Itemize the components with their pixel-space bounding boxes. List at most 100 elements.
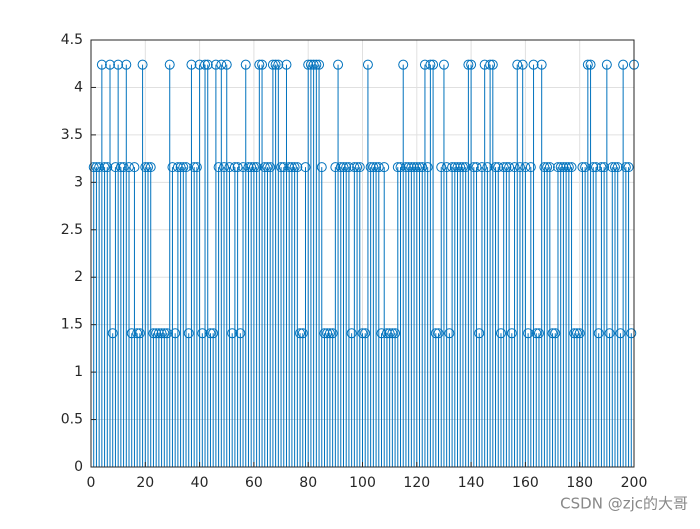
stem-marker (490, 162, 501, 173)
stem-marker (403, 162, 414, 173)
stem-marker (362, 59, 373, 70)
stem-marker (376, 328, 387, 339)
stem-marker (107, 328, 118, 339)
y-tick-label: 4.5 (61, 32, 83, 48)
x-tick-label: 80 (299, 475, 317, 491)
stem-marker (240, 59, 251, 70)
stem-marker (607, 162, 618, 173)
stem-marker (316, 162, 327, 173)
stem-marker (498, 162, 509, 173)
stem-marker (580, 162, 591, 173)
stem-marker (189, 162, 200, 173)
stem-marker (286, 162, 297, 173)
stem-marker (626, 328, 637, 339)
y-tick-label: 1.5 (61, 317, 83, 333)
stem-marker (618, 59, 629, 70)
stem-marker (205, 328, 216, 339)
stem-marker (181, 162, 192, 173)
stem-marker (561, 162, 572, 173)
x-tick-label: 40 (191, 475, 209, 491)
stem-marker (444, 328, 455, 339)
stem-marker (354, 162, 365, 173)
stem-marker (381, 328, 392, 339)
stem-marker (390, 328, 401, 339)
stem-marker (262, 162, 273, 173)
stem-marker (520, 162, 531, 173)
stem-marker (227, 328, 238, 339)
stem-marker (94, 162, 105, 173)
y-tick-label: 4 (74, 79, 83, 95)
stem-marker (202, 59, 213, 70)
stem-marker (170, 328, 181, 339)
stem-marker (479, 59, 490, 70)
stem-marker (392, 162, 403, 173)
stem-marker (558, 162, 569, 173)
x-tick-label: 140 (458, 475, 485, 491)
stem-marker (273, 59, 284, 70)
stem-marker (338, 162, 349, 173)
stem-marker (164, 59, 175, 70)
stem-marker (566, 162, 577, 173)
stem-marker (596, 162, 607, 173)
stem-marker (422, 162, 433, 173)
stem-marker (305, 59, 316, 70)
stem-marker (118, 162, 129, 173)
stem-marker (533, 328, 544, 339)
stem-marker (455, 162, 466, 173)
x-tick-label: 0 (87, 475, 96, 491)
stem-marker (115, 162, 126, 173)
stem-marker (528, 59, 539, 70)
stem-marker (460, 162, 471, 173)
stem-marker (430, 328, 441, 339)
stem-marker (265, 162, 276, 173)
stem-marker (99, 162, 110, 173)
stem-marker (248, 162, 259, 173)
stem-marker (531, 328, 542, 339)
stem-marker (186, 59, 197, 70)
stem-marker (384, 328, 395, 339)
stem-marker (159, 328, 170, 339)
marks (88, 59, 639, 467)
stem-marker (428, 59, 439, 70)
stem-marker (476, 162, 487, 173)
stem-marker (140, 162, 151, 173)
stem-marker (569, 328, 580, 339)
stem-marker (577, 162, 588, 173)
stem-marker (162, 328, 173, 339)
stem-marker (167, 162, 178, 173)
stem-marker (482, 162, 493, 173)
stem-marker (175, 162, 186, 173)
stem-marker (452, 162, 463, 173)
stem-marker (349, 162, 360, 173)
stem-marker (124, 162, 135, 173)
stem-marker (400, 162, 411, 173)
stem-marker (495, 328, 506, 339)
y-tick-label: 0 (74, 459, 83, 475)
stem-marker (371, 162, 382, 173)
stem-marker (322, 328, 333, 339)
y-tick-label: 3 (74, 174, 83, 190)
stem-marker (284, 162, 295, 173)
stem-marker (368, 162, 379, 173)
stem-marker (509, 162, 520, 173)
stem-marker (129, 162, 140, 173)
stem-marker (300, 162, 311, 173)
stem-marker (387, 328, 398, 339)
stem-marker (536, 59, 547, 70)
stem-marker (156, 328, 167, 339)
stem-marker (514, 162, 525, 173)
stem-marker (365, 162, 376, 173)
stem-marker (612, 162, 623, 173)
stem-marker (238, 162, 249, 173)
stem-marker (599, 162, 610, 173)
stem-marker (373, 162, 384, 173)
stem-marker (105, 59, 116, 70)
stem-marker (257, 59, 268, 70)
stem-marker (493, 162, 504, 173)
stem-marker (419, 59, 430, 70)
stem-marker (601, 59, 612, 70)
stem-marker (308, 59, 319, 70)
stem-marker (463, 59, 474, 70)
stem-marker (235, 328, 246, 339)
stem-marker (224, 162, 235, 173)
